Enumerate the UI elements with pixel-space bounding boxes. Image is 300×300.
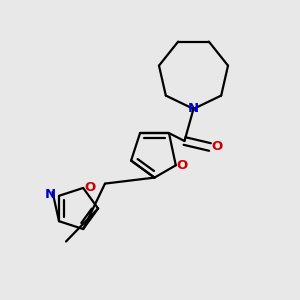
Text: N: N (188, 102, 199, 116)
Text: O: O (177, 159, 188, 172)
Text: N: N (45, 188, 56, 201)
Text: O: O (211, 140, 222, 154)
Text: O: O (84, 182, 95, 194)
